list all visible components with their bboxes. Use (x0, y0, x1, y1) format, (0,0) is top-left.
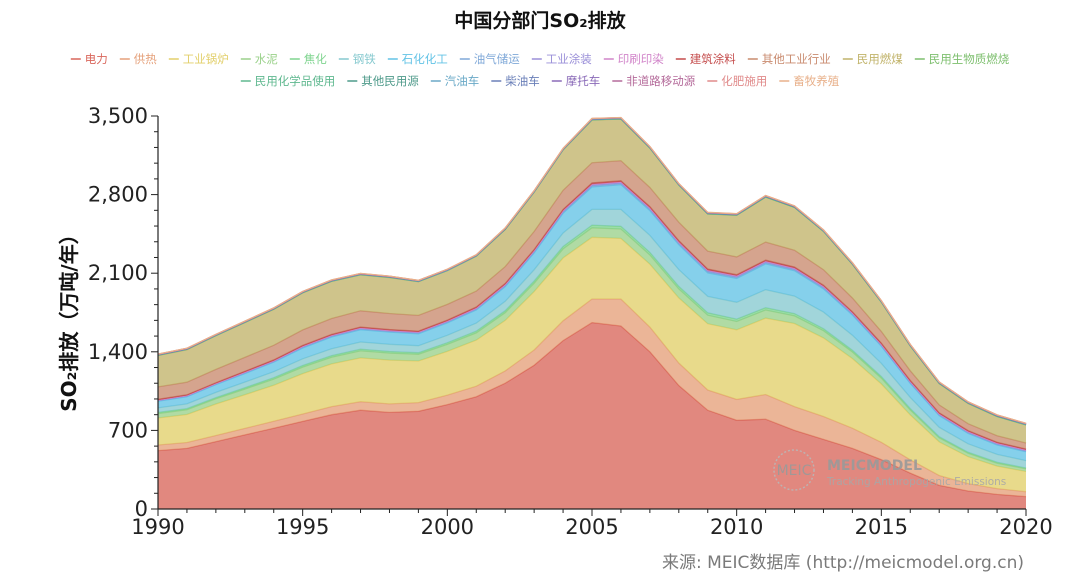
legend-label: 民用化学品使用 (255, 74, 335, 88)
legend-item[interactable]: 其他民用源 (347, 74, 419, 88)
y-tick-label: 1,400 (88, 340, 148, 364)
axes: 1990 1995 2000 2005 2010 2015 2020 0 700 1,400 2,… (88, 104, 1053, 539)
x-tick-label: 2000 (421, 515, 474, 539)
legend-label: 非道路移动源 (626, 74, 695, 88)
area-line-21 (157, 116, 1027, 424)
legend-label: 汽油车 (445, 74, 480, 88)
legend-row-0: 电力 供热 工业锅炉 水泥 焦化 钢铁 石化化工 油气储运 工业涂装 印刷印染 建筑涂料 其他工业行业… (70, 52, 1010, 66)
x-tick-label: 1990 (131, 515, 184, 539)
source-note: 来源: MEIC数据库 (http://meicmodel.org.cn) (662, 553, 1024, 573)
meicmodel-watermark: MEIC MEICMODEL Tracking Anthropogenic Em… (773, 449, 1006, 491)
legend-item[interactable]: 民用化学品使用 (240, 74, 335, 88)
legend-label: 供热 (134, 52, 157, 66)
legend-label: 民用燃煤 (857, 52, 903, 66)
legend-label: 建筑涂料 (690, 52, 736, 66)
legend-item[interactable]: 柴油车 (491, 74, 540, 88)
area-series-1 (158, 299, 1026, 497)
watermark-name: MEICMODEL (827, 458, 922, 474)
x-tick-label: 2015 (855, 515, 908, 539)
legend-label: 水泥 (255, 52, 278, 66)
legend-label: 工业锅炉 (183, 52, 229, 66)
chart-title: 中国分部门SO₂排放 (454, 9, 626, 32)
y-tick-label: 0 (135, 497, 148, 521)
y-tick-label: 2,100 (88, 261, 148, 285)
legend-label: 畜牧养殖 (793, 74, 839, 88)
legend-item[interactable]: 焦化 (289, 52, 327, 66)
area-series-12 (158, 119, 1026, 443)
legend-item[interactable]: 钢铁 (338, 52, 376, 66)
legend-item[interactable]: 摩托车 (551, 74, 601, 88)
x-tick-label: 2005 (565, 515, 618, 539)
legend-label: 其他工业行业 (762, 52, 831, 66)
watermark-logo-ring (773, 449, 815, 491)
legend-item[interactable]: 建筑涂料 (675, 52, 736, 66)
y-axis-ticks: 0 700 1,400 2,100 2,800 3,500 (88, 104, 158, 521)
legend-item[interactable]: 化肥施用 (707, 74, 767, 88)
legend-label: 焦化 (304, 52, 327, 66)
legend-label: 民用生物质燃烧 (929, 52, 1010, 66)
x-tick-label: 2020 (999, 515, 1052, 539)
legend-item[interactable]: 畜牧养殖 (779, 74, 840, 88)
legend-item[interactable]: 民用生物质燃烧 (914, 52, 1010, 66)
legend: 电力 供热 工业锅炉 水泥 焦化 钢铁 石化化工 油气储运 工业涂装 印刷印染 建筑涂料 其他工业行业… (70, 52, 1010, 88)
y-tick-label: 3,500 (88, 104, 148, 128)
legend-label: 其他民用源 (361, 74, 419, 88)
legend-item[interactable]: 石化化工 (387, 52, 448, 66)
legend-label: 化肥施用 (721, 74, 767, 88)
watermark-logo-text: MEIC (777, 463, 812, 479)
x-tick-label: 1995 (276, 515, 329, 539)
x-axis-ticks: 1990 1995 2000 2005 2010 2015 2020 (131, 509, 1053, 539)
legend-row-1: 民用化学品使用 其他民用源 汽油车 柴油车 摩托车 非道路移动源 化肥施用 畜牧养殖 (240, 74, 840, 88)
legend-label: 摩托车 (566, 74, 601, 88)
legend-label: 钢铁 (353, 52, 376, 66)
x-tick-label: 2010 (710, 515, 763, 539)
area-series-0 (158, 322, 1026, 509)
legend-label: 柴油车 (505, 74, 540, 88)
legend-item[interactable]: 电力 (70, 52, 108, 66)
legend-label: 电力 (85, 52, 108, 66)
area-series-6 (158, 184, 1026, 461)
legend-item[interactable]: 其他工业行业 (747, 52, 831, 66)
legend-item[interactable]: 非道路移动源 (612, 74, 696, 88)
legend-item[interactable]: 工业锅炉 (168, 52, 229, 66)
watermark-tagline: Tracking Anthropogenic Emissions (826, 476, 1006, 488)
legend-item[interactable]: 供热 (119, 52, 157, 66)
legend-label: 工业涂装 (546, 52, 592, 66)
legend-label: 石化化工 (402, 52, 448, 66)
legend-label: 油气储运 (474, 52, 520, 66)
y-axis-label: SO₂排放（万吨/年） (57, 224, 81, 411)
y-tick-label: 2,800 (88, 183, 148, 207)
legend-item[interactable]: 油气储运 (459, 52, 520, 66)
legend-item[interactable]: 汽油车 (430, 74, 480, 88)
legend-item[interactable]: 民用燃煤 (842, 52, 903, 66)
legend-item[interactable]: 水泥 (240, 52, 278, 66)
legend-item[interactable]: 工业涂装 (531, 52, 592, 66)
legend-item[interactable]: 印刷印染 (603, 52, 664, 66)
area-series-11 (158, 160, 1026, 449)
plot-area (157, 116, 1027, 509)
area-series-5 (158, 209, 1026, 468)
y-tick-label: 700 (108, 418, 148, 442)
legend-label: 印刷印染 (618, 52, 664, 66)
